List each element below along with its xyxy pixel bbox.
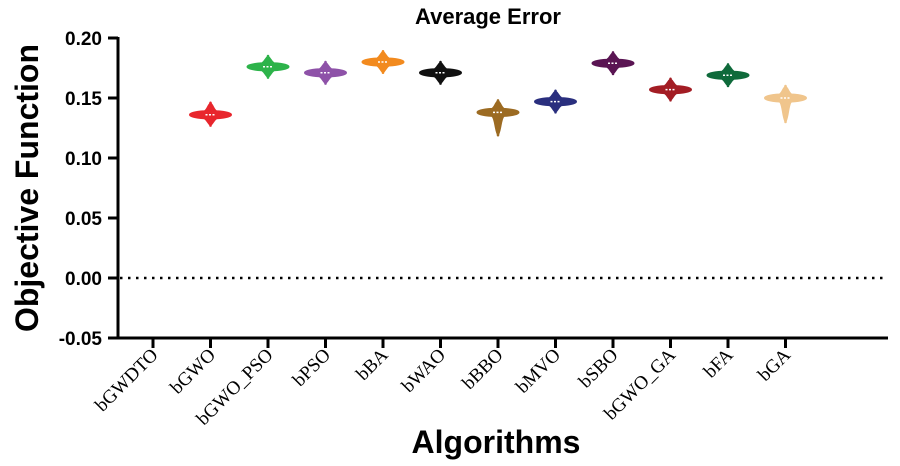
y-tick-label: 0.20 xyxy=(65,29,102,50)
x-tick-label: bSBO xyxy=(575,345,623,393)
x-tick-label: bWAO xyxy=(398,345,450,397)
y-tick-label: 0.00 xyxy=(65,269,102,290)
chart-title: Average Error xyxy=(415,4,561,29)
x-tick-label: bGWO xyxy=(166,345,220,399)
x-axis-title: Algorithms xyxy=(412,424,581,460)
x-tick-label: bBA xyxy=(352,344,392,384)
y-axis-title: Objective Function xyxy=(9,44,45,332)
y-tick-label: 0.10 xyxy=(65,149,102,170)
x-tick-label: bFA xyxy=(700,344,738,382)
x-tick-label: bBBO xyxy=(458,345,507,394)
y-tick-label: 0.15 xyxy=(65,89,102,110)
y-tick-label: 0.05 xyxy=(65,209,102,230)
x-tick-label: bGWDTO xyxy=(91,345,162,416)
x-tick-label: bGA xyxy=(754,344,795,385)
x-tick-label: bMVO xyxy=(512,345,565,398)
x-tick-label: bPSO xyxy=(289,345,335,391)
y-tick-label: -0.05 xyxy=(59,329,103,350)
